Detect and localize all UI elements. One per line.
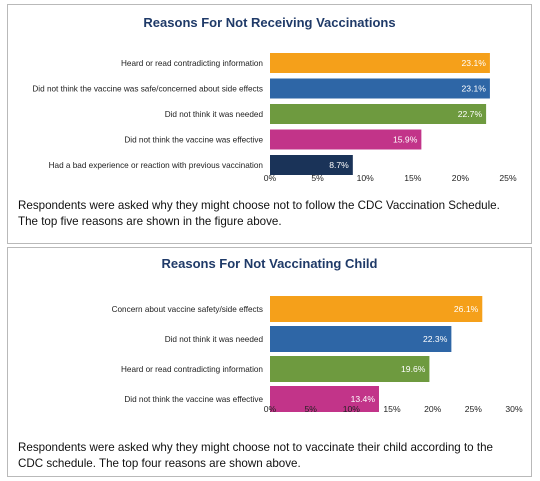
bar (270, 386, 379, 412)
data-label: 13.4% (351, 394, 376, 404)
bar (270, 78, 490, 99)
chart-title: Reasons For Not Vaccinating Child (161, 256, 378, 271)
category-label: Did not think it was needed (165, 110, 264, 119)
bar (270, 155, 353, 175)
data-label: 22.3% (423, 334, 448, 344)
x-tick-label: 15% (383, 404, 401, 414)
vaccination-reasons-chart: Heard or read contradicting information 2… (32, 53, 517, 183)
category-label: Did not think the vaccine was effective (124, 395, 263, 404)
category-label: Concern about vaccine safety/side effect… (112, 305, 263, 314)
x-tick-label: 30% (505, 404, 523, 414)
data-label: 26.1% (454, 304, 479, 314)
x-tick-label: 25% (465, 404, 483, 414)
x-tick-label: 0% (264, 173, 277, 183)
data-label: 8.7% (329, 160, 349, 170)
data-label: 22.7% (458, 109, 483, 119)
x-tick-label: 0% (264, 404, 277, 414)
x-tick-label: 10% (357, 173, 375, 183)
x-tick-label: 10% (343, 404, 361, 414)
x-tick-label: 20% (424, 404, 442, 414)
category-label: Did not think it was needed (165, 335, 264, 344)
chart-caption: Respondents were asked why they might ch… (18, 441, 493, 470)
data-label: 15.9% (393, 135, 418, 145)
category-label: Did not think the vaccine was safe/conce… (32, 85, 263, 94)
child-vaccination-reasons-panel: Reasons For Not Vaccinating Child Concer… (7, 247, 532, 477)
x-tick-label: 5% (304, 404, 317, 414)
category-label: Heard or read contradicting information (121, 365, 263, 374)
x-tick-label: 15% (404, 173, 422, 183)
bar (270, 326, 452, 352)
bar (270, 296, 483, 322)
bar (270, 53, 490, 73)
category-label: Did not think the vaccine was effective (124, 136, 263, 145)
data-label: 19.6% (401, 364, 426, 374)
data-label: 23.1% (462, 58, 487, 68)
bar (270, 104, 487, 124)
bar (270, 129, 422, 150)
category-label: Had a bad experience or reaction with pr… (49, 161, 264, 170)
category-label: Heard or read contradicting information (121, 59, 263, 68)
x-tick-label: 25% (499, 173, 517, 183)
chart-caption: Respondents were asked why they might ch… (18, 199, 500, 228)
x-tick-label: 5% (311, 173, 324, 183)
chart-title: Reasons For Not Receiving Vaccinations (143, 15, 396, 30)
bar (270, 356, 430, 382)
x-tick-label: 20% (452, 173, 470, 183)
child-vaccination-reasons-chart: Concern about vaccine safety/side effect… (112, 296, 523, 414)
data-label: 23.1% (462, 84, 487, 94)
vaccination-reasons-panel: Reasons For Not Receiving Vaccinations H… (7, 4, 532, 244)
